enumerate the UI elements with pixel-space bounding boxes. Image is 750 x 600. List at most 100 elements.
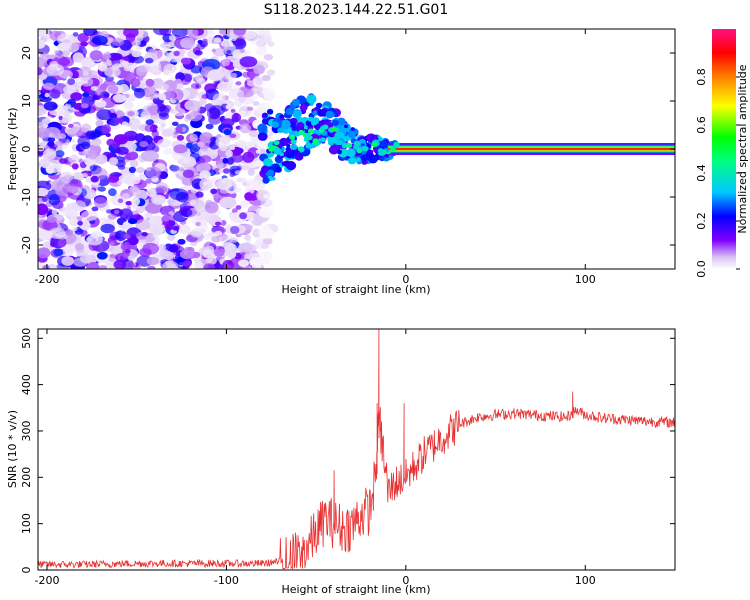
noise-blob bbox=[55, 150, 65, 158]
noise-blob bbox=[225, 149, 233, 158]
ridge-blob bbox=[356, 148, 363, 154]
noise-blob bbox=[169, 165, 180, 172]
noise-blob bbox=[116, 155, 126, 163]
x-tick-label: 0 bbox=[402, 574, 409, 587]
noise-blob bbox=[158, 93, 167, 101]
noise-blob bbox=[120, 227, 127, 232]
noise-blob bbox=[145, 78, 155, 87]
noise-blob bbox=[258, 224, 271, 236]
noise-blob bbox=[262, 251, 269, 257]
noise-blob bbox=[195, 191, 204, 198]
noise-blob bbox=[82, 71, 89, 76]
noise-blob bbox=[246, 77, 251, 82]
ridge-cloud-blob bbox=[283, 160, 291, 167]
noise-blob bbox=[108, 188, 117, 197]
noise-blob bbox=[207, 69, 225, 81]
ridge-cloud-blob bbox=[271, 121, 279, 128]
noise-blob bbox=[123, 29, 139, 38]
ridge-cloud-blob bbox=[315, 102, 323, 109]
noise-blob bbox=[253, 121, 260, 127]
noise-blob bbox=[215, 221, 222, 226]
noise-blob bbox=[190, 82, 202, 90]
noise-blob bbox=[61, 256, 74, 266]
noise-blob bbox=[168, 35, 176, 41]
noise-blob bbox=[109, 241, 115, 246]
noise-blob bbox=[205, 123, 214, 130]
noise-blob bbox=[85, 130, 96, 140]
noise-blob bbox=[43, 101, 58, 111]
noise-blob bbox=[212, 93, 226, 105]
noise-blob bbox=[107, 213, 117, 220]
noise-blob bbox=[235, 205, 242, 210]
noise-blob bbox=[194, 50, 203, 56]
noise-blob bbox=[113, 134, 129, 145]
ridge-blob bbox=[354, 140, 360, 146]
noise-blob bbox=[211, 235, 222, 243]
ridge-blob bbox=[319, 137, 326, 143]
noise-blob bbox=[244, 234, 252, 241]
noise-blob bbox=[81, 173, 88, 178]
noise-blob bbox=[43, 265, 50, 269]
noise-blob bbox=[77, 33, 89, 43]
noise-blob bbox=[239, 123, 252, 134]
noise-blob bbox=[94, 100, 107, 108]
noise-blob bbox=[153, 29, 169, 36]
noise-blob bbox=[89, 164, 97, 172]
noise-blob bbox=[131, 177, 141, 185]
noise-blob bbox=[146, 257, 159, 266]
noise-blob bbox=[230, 153, 244, 163]
noise-blob bbox=[259, 29, 271, 39]
noise-blob bbox=[169, 188, 188, 201]
noise-blob bbox=[53, 248, 64, 257]
noise-blob bbox=[160, 43, 167, 48]
ridge-cloud-blob bbox=[271, 176, 276, 181]
noise-blob bbox=[223, 128, 232, 136]
noise-blob bbox=[255, 106, 266, 114]
noise-blob bbox=[111, 65, 119, 72]
noise-blob bbox=[123, 101, 134, 110]
noise-blob bbox=[247, 168, 256, 176]
noise-blob bbox=[123, 65, 132, 72]
ridge-cloud-blob bbox=[285, 149, 295, 159]
noise-blob bbox=[80, 254, 94, 264]
noise-blob bbox=[129, 185, 139, 193]
noise-blob bbox=[60, 206, 71, 217]
noise-blob bbox=[130, 78, 141, 88]
colorbar-ticks: 0.0 0.2 0.4 0.6 0.8 bbox=[695, 68, 740, 278]
noise-blob bbox=[222, 157, 229, 164]
noise-blob bbox=[239, 212, 248, 220]
spectrogram-ylabel: Frequency (Hz) bbox=[6, 108, 19, 191]
noise-blob bbox=[167, 126, 177, 134]
ridge-blob bbox=[393, 141, 400, 147]
noise-blob bbox=[122, 221, 132, 229]
noise-blob bbox=[217, 81, 233, 92]
noise-blob bbox=[222, 259, 235, 269]
y-tick-label: 20 bbox=[20, 46, 33, 60]
noise-blob bbox=[179, 249, 195, 260]
noise-blob bbox=[147, 265, 156, 269]
ridge-cloud-blob bbox=[336, 149, 343, 155]
ridge-cloud-blob bbox=[328, 140, 334, 146]
ridge-cloud-blob bbox=[331, 119, 339, 127]
noise-blob bbox=[92, 30, 99, 36]
noise-blob bbox=[42, 35, 51, 42]
ridge-blob bbox=[290, 139, 297, 145]
noise-blob bbox=[246, 106, 254, 111]
y-tick-label: -10 bbox=[20, 188, 33, 206]
ridge-cloud-blob bbox=[312, 110, 319, 116]
ridge-blob bbox=[298, 129, 305, 135]
noise-blob bbox=[199, 98, 207, 106]
noise-blob bbox=[80, 77, 94, 87]
noise-blob bbox=[255, 46, 268, 56]
noise-blob bbox=[182, 156, 191, 164]
noise-blob bbox=[182, 260, 192, 267]
noise-blob bbox=[231, 208, 238, 214]
ridge-blob bbox=[377, 148, 384, 154]
ridge-blob bbox=[305, 132, 312, 138]
noise-blob bbox=[143, 212, 152, 221]
noise-blob bbox=[72, 226, 78, 231]
noise-blob bbox=[205, 255, 217, 265]
noise-blob bbox=[124, 248, 131, 254]
noise-blob bbox=[71, 163, 79, 170]
